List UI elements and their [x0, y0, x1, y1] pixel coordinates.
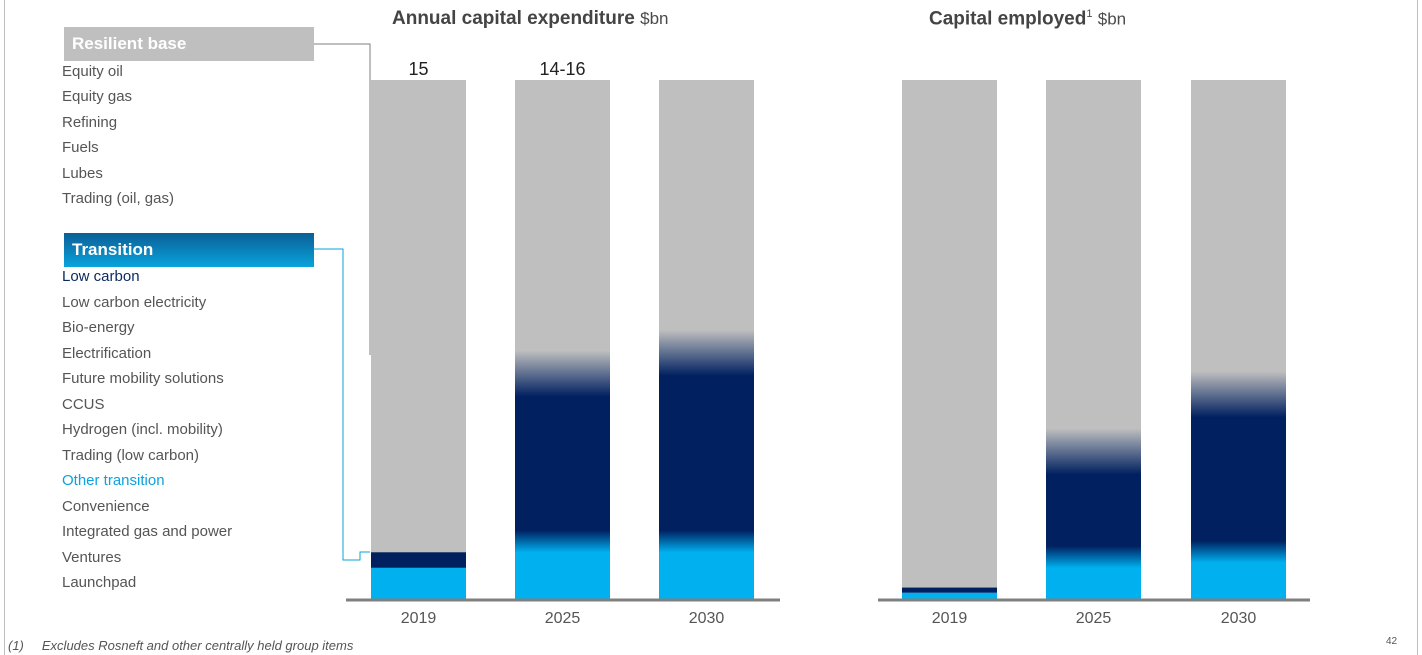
- legend-connectors: [314, 44, 370, 560]
- resilient-connector: [314, 44, 370, 355]
- bar-other-transition: [659, 530, 754, 599]
- transition-connector: [314, 249, 370, 560]
- capex-chart: 2019 15 2025 14-16 2030: [346, 59, 780, 627]
- x-tick-label: 2030: [689, 610, 725, 627]
- bar-total-label: 15: [408, 59, 428, 79]
- bar-low-carbon: [902, 588, 997, 593]
- bar-other-transition: [1046, 546, 1141, 599]
- page-number: 42: [1386, 636, 1397, 647]
- bar-other-transition: [371, 568, 466, 599]
- footnote-text: Excludes Rosneft and other centrally hel…: [42, 638, 353, 653]
- x-tick-label: 2030: [1221, 610, 1257, 627]
- bar-other-transition: [902, 593, 997, 599]
- x-tick-label: 2019: [401, 610, 437, 627]
- bar-low-carbon: [1191, 371, 1286, 562]
- bar-low-carbon: [371, 552, 466, 568]
- bar-total-label: 14-16: [539, 59, 585, 79]
- capital-employed-chart: 2019 2025 2030: [878, 80, 1310, 627]
- bar-resilient-base: [371, 80, 466, 599]
- bar-other-transition: [1191, 541, 1286, 599]
- bar-resilient-base: [902, 80, 997, 599]
- bar-other-transition: [515, 530, 610, 599]
- x-tick-label: 2025: [1076, 610, 1112, 627]
- footnote-marker: (1): [8, 638, 24, 653]
- bar-low-carbon: [515, 351, 610, 553]
- footnote: (1) Excludes Rosneft and other centrally …: [8, 638, 353, 653]
- x-tick-label: 2025: [545, 610, 581, 627]
- bar-low-carbon: [659, 330, 754, 552]
- x-tick-label: 2019: [932, 610, 968, 627]
